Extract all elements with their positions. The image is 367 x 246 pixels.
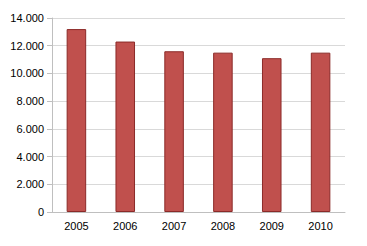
svg-text:2008: 2008 xyxy=(211,220,235,232)
svg-text:6.000: 6.000 xyxy=(16,123,44,135)
svg-text:12.000: 12.000 xyxy=(10,40,44,52)
svg-text:2007: 2007 xyxy=(162,220,186,232)
svg-text:10.000: 10.000 xyxy=(10,67,44,79)
svg-text:2.000: 2.000 xyxy=(16,178,44,190)
svg-text:14.000: 14.000 xyxy=(10,12,44,24)
svg-text:0: 0 xyxy=(38,206,44,218)
svg-text:2010: 2010 xyxy=(308,220,332,232)
svg-text:2005: 2005 xyxy=(64,220,88,232)
svg-text:4.000: 4.000 xyxy=(16,151,44,163)
svg-text:8.000: 8.000 xyxy=(16,95,44,107)
svg-text:2009: 2009 xyxy=(260,220,284,232)
svg-text:2006: 2006 xyxy=(113,220,137,232)
